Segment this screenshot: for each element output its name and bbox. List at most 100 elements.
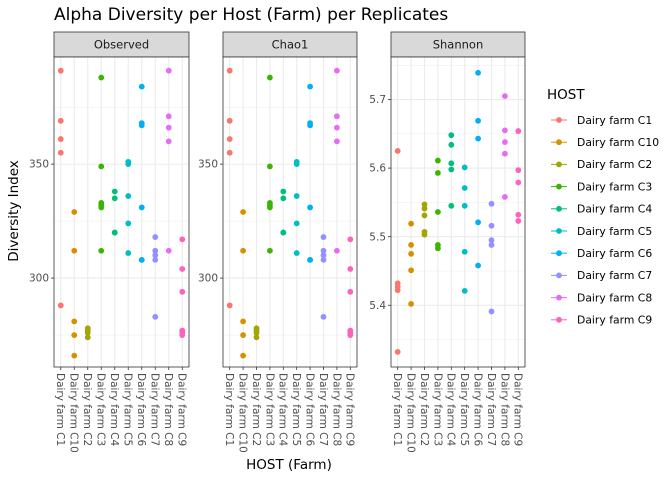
x-tick-label: Dairy farm C2: [418, 373, 430, 446]
point-dairy-farm-c7: [320, 256, 327, 263]
point-dairy-farm-c9: [179, 236, 186, 243]
point-dairy-farm-c5: [461, 164, 468, 171]
point-dairy-farm-c7: [488, 200, 495, 207]
point-dairy-farm-c6: [138, 122, 145, 129]
strip-observed: [53, 31, 190, 58]
legend-item-dairy-farm-c2: Dairy farm C2: [551, 158, 652, 171]
point-dairy-farm-c1: [57, 117, 64, 124]
point-dairy-farm-c8: [334, 113, 340, 120]
point-dairy-farm-c8: [502, 194, 508, 200]
point-dairy-farm-c9: [515, 128, 522, 134]
x-tick-label: Dairy farm C3: [263, 373, 275, 446]
point-dairy-farm-c4: [111, 188, 118, 195]
legend-label: Dairy farm C2: [577, 158, 652, 171]
x-tick-label: Dairy farm C5: [122, 373, 134, 446]
panel-observed: Observed 300 350 Dairy farm C1 Dairy farm C1…: [29, 31, 190, 453]
strip-label-shannon: Shannon: [433, 38, 484, 52]
legend-item-dairy-farm-c1: Dairy farm C1: [551, 114, 652, 127]
point-dairy-farm-c5: [461, 202, 468, 209]
legend: HOST Dairy farm C1 Dairy farm C10 Dairy fa…: [547, 87, 659, 327]
point-dairy-farm-c8: [502, 93, 508, 99]
legend-item-dairy-farm-c9: Dairy farm C9: [551, 314, 652, 327]
point-dairy-farm-c8: [334, 67, 340, 74]
point-dairy-farm-c4: [111, 229, 118, 236]
point-dairy-farm-c6: [475, 117, 481, 124]
point-dairy-farm-c2: [421, 231, 428, 238]
legend-label: Dairy farm C1: [577, 114, 652, 127]
x-tick-label: Dairy farm C2: [81, 373, 93, 446]
x-tick-label: Dairy farm C10: [405, 373, 417, 453]
legend-item-dairy-farm-c7: Dairy farm C7: [551, 269, 652, 282]
point-dairy-farm-c5: [293, 161, 300, 168]
point-dairy-farm-c10: [240, 352, 247, 359]
point-dairy-farm-c1: [57, 149, 64, 156]
point-dairy-farm-c9: [515, 167, 522, 174]
point-dairy-farm-c1: [226, 67, 233, 74]
legend-label: Dairy farm C3: [577, 180, 652, 193]
legend-label: Dairy farm C5: [577, 225, 652, 238]
x-tick-label: Dairy farm C2: [250, 373, 262, 446]
legend-key-point: [556, 205, 562, 212]
x-tick-label: Dairy farm C9: [344, 373, 356, 446]
point-dairy-farm-c9: [347, 236, 354, 243]
point-dairy-farm-c3: [267, 74, 273, 81]
point-dairy-farm-c8: [334, 124, 340, 131]
x-tick-label: Dairy farm C10: [68, 373, 80, 453]
point-dairy-farm-c2: [421, 205, 428, 212]
point-dairy-farm-c5: [125, 161, 132, 168]
legend-label: Dairy farm C7: [577, 269, 652, 282]
point-dairy-farm-c7: [152, 252, 159, 259]
legend-key-point: [556, 139, 562, 146]
point-dairy-farm-c8: [334, 247, 340, 254]
point-dairy-farm-c9: [347, 288, 354, 295]
point-dairy-farm-c6: [307, 256, 313, 263]
y-tick-label: 350: [198, 159, 218, 171]
point-dairy-farm-c2: [253, 334, 260, 341]
point-dairy-farm-c5: [293, 193, 300, 199]
point-dairy-farm-c8: [502, 127, 508, 134]
legend-label: Dairy farm C10: [577, 136, 659, 149]
legend-key-point: [556, 161, 562, 168]
legend-key-point: [556, 250, 562, 257]
point-dairy-farm-c10: [240, 332, 247, 338]
point-dairy-farm-c8: [165, 138, 172, 145]
point-dairy-farm-c4: [280, 195, 287, 202]
point-dairy-farm-c6: [475, 69, 481, 76]
point-dairy-farm-c1: [226, 117, 233, 124]
x-tick-label: Dairy farm C7: [317, 373, 329, 446]
legend-key-point: [556, 183, 562, 190]
point-dairy-farm-c6: [307, 83, 313, 90]
point-dairy-farm-c3: [98, 204, 105, 211]
point-dairy-farm-c5: [293, 250, 300, 256]
point-dairy-farm-c5: [125, 220, 132, 227]
point-dairy-farm-c4: [448, 202, 455, 209]
point-dairy-farm-c10: [240, 209, 247, 215]
x-axis-title: HOST (Farm): [246, 457, 332, 473]
point-dairy-farm-c10: [240, 318, 247, 325]
x-tick-label: Dairy farm C6: [304, 373, 316, 446]
x-tick-label: Dairy farm C10: [237, 373, 249, 453]
point-dairy-farm-c1: [226, 149, 233, 156]
legend-key-point: [556, 228, 562, 234]
point-dairy-farm-c9: [515, 218, 522, 224]
point-dairy-farm-c6: [307, 204, 313, 211]
panel-background-shannon: [391, 57, 525, 367]
point-dairy-farm-c3: [267, 247, 273, 254]
legend-label: Dairy farm C8: [577, 291, 652, 304]
y-tick-label: 5.6: [369, 163, 386, 175]
point-dairy-farm-c10: [71, 352, 78, 359]
point-dairy-farm-c7: [488, 308, 495, 315]
point-dairy-farm-c9: [179, 332, 186, 338]
point-dairy-farm-c2: [84, 329, 91, 336]
panel-border-observed: [53, 56, 190, 368]
x-tick-label: Dairy farm C5: [290, 373, 302, 446]
chart-title: Alpha Diversity per Host (Farm) per Repl…: [54, 5, 448, 25]
x-tick-label: Dairy farm C6: [135, 373, 147, 446]
point-dairy-farm-c8: [334, 138, 340, 145]
x-tick-label: Dairy farm C8: [330, 373, 342, 446]
point-dairy-farm-c3: [98, 163, 105, 170]
point-dairy-farm-c1: [394, 148, 401, 154]
